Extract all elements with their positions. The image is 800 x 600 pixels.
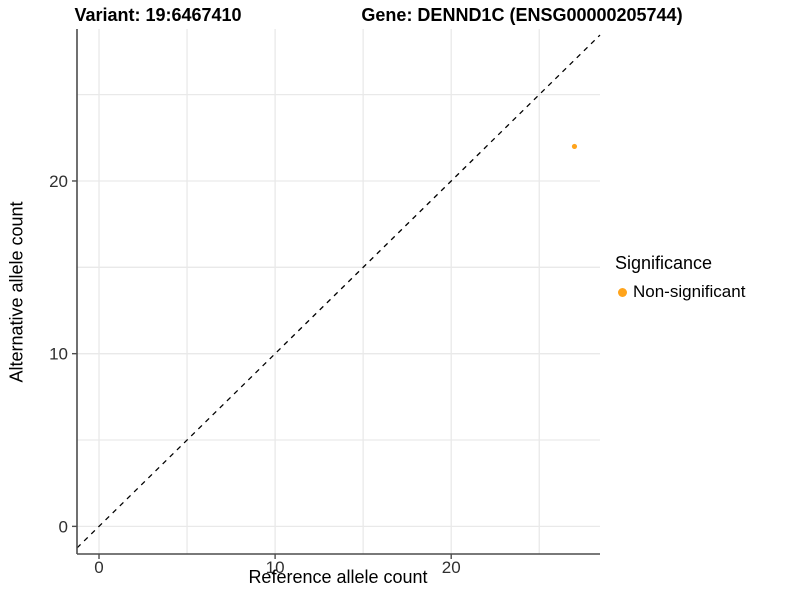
variant-title: Variant: 19:6467410: [74, 5, 242, 25]
x-tick-label: 0: [94, 558, 103, 577]
legend-item-label: Non-significant: [633, 282, 746, 301]
gene-title: Gene: DENND1C (ENSG00000205744): [361, 5, 683, 25]
legend-title: Significance: [615, 253, 713, 273]
y-tick-label: 10: [49, 345, 68, 364]
y-axis-title: Alternative allele count: [6, 201, 27, 383]
identity-line: [76, 34, 601, 549]
y-tick-label: 0: [59, 517, 68, 536]
data-point: [571, 143, 578, 150]
legend-point-icon: [618, 287, 627, 297]
legend-item-non-significant: Non-significant: [615, 281, 745, 303]
x-axis-title: Reference allele count: [248, 567, 428, 587]
y-tick-label: 20: [49, 172, 68, 191]
x-tick-label: 20: [442, 558, 461, 577]
x-tick-label: 10: [266, 558, 285, 577]
legend: Significance Non-significant: [615, 253, 745, 303]
